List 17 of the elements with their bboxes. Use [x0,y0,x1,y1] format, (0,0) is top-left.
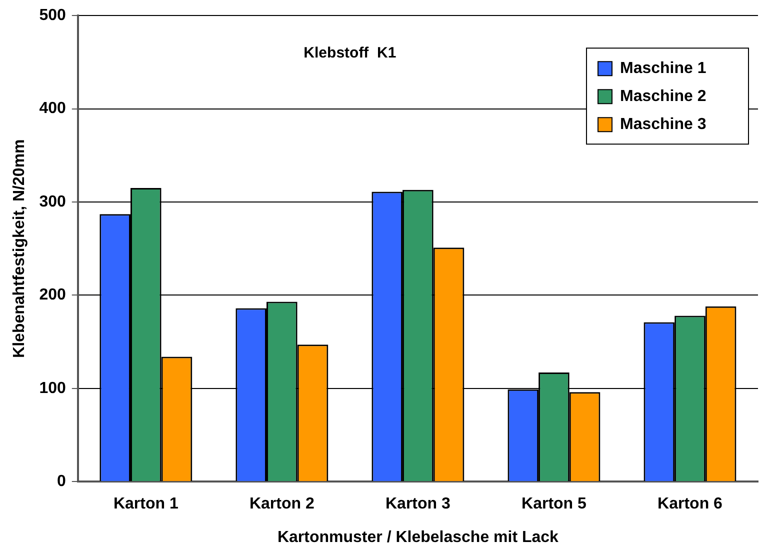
x-tick-label: Karton 5 [522,496,587,513]
x-tick-label: Karton 6 [658,496,723,513]
y-tick-label: 200 [39,286,66,304]
annotation: Klebstoff K1 [304,44,396,62]
x-tick-label: Karton 2 [249,496,314,513]
y-tick-label: 400 [39,100,66,118]
y-tick-label: 100 [39,380,66,397]
y-tick-label: 0 [56,473,66,490]
y-axis-title: Klebenahtfestigkeit, N/20mm [11,139,28,358]
x-axis-title: Kartonmuster / Klebelasche mit Lack [277,528,559,546]
legend-label: Maschine 2 [620,88,706,106]
x-tick-label: Karton 1 [113,496,178,513]
y-tick-label: 300 [39,193,66,210]
legend-label: Maschine 3 [620,116,706,134]
y-tick-label: 500 [39,7,66,24]
x-tick-label: Karton 3 [385,496,450,513]
legend-label: Maschine 1 [620,60,706,78]
